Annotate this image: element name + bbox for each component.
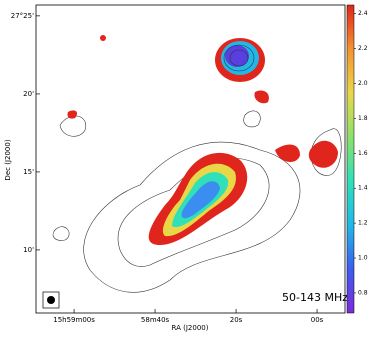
colorbar-tick-label: 2.0 bbox=[358, 80, 368, 87]
x-tick-label: 15h59m00s bbox=[53, 316, 95, 324]
x-tick-label: 00s bbox=[311, 316, 324, 324]
y-tick-label: 10' bbox=[23, 246, 34, 254]
colorbar-tick-label: 0.8 bbox=[358, 289, 368, 296]
y-tick-label: 20' bbox=[23, 90, 34, 98]
colorbar-tick-label: 1.0 bbox=[358, 255, 368, 262]
colorbar-tick-label: 2.4 bbox=[358, 10, 368, 17]
x-axis-label: RA (J2000) bbox=[172, 324, 209, 332]
colorbar bbox=[346, 4, 355, 314]
y-tick-label: 27°25' bbox=[11, 12, 34, 20]
colorbar-tick-label: 1.6 bbox=[358, 150, 368, 157]
colorbar-tick-label: 1.4 bbox=[358, 185, 368, 192]
frame bbox=[35, 4, 346, 314]
annotation: 50-143 MHz bbox=[282, 291, 348, 304]
colorbar-tick-label: 1.8 bbox=[358, 115, 368, 122]
y-tick-label: 15' bbox=[23, 168, 34, 176]
x-tick-label: 20s bbox=[230, 316, 243, 324]
image bbox=[36, 5, 345, 313]
x-tick-label: 58m40s bbox=[141, 316, 170, 324]
colorbar-tick-label: 2.2 bbox=[358, 45, 368, 52]
colorbar-tick-label: 1.2 bbox=[358, 220, 368, 227]
y-axis-label: Dec (J2000) bbox=[4, 139, 12, 180]
